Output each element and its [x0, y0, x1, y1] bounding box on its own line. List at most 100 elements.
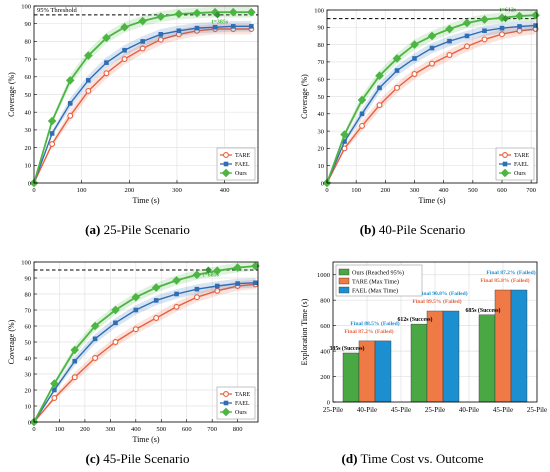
confidence-band-fael	[34, 278, 256, 422]
caption-b: (b) 40-Pile Scenario	[359, 222, 466, 237]
data-point-fael	[482, 28, 487, 34]
y-tick-label: 20	[25, 387, 32, 394]
data-point-tare	[112, 339, 119, 345]
legend-label-ours: Ours (Reached 95%)	[352, 270, 404, 277]
data-point-ours	[111, 305, 120, 315]
y-tick-label: 100	[21, 3, 31, 10]
x-tick-label: 100	[55, 426, 65, 433]
x-tick-label: 700	[526, 187, 536, 194]
y-tick-label: 50	[318, 94, 325, 101]
time-annotation: t=612s	[500, 8, 517, 14]
caption-d: (d) Time Cost vs. Outcome	[341, 451, 484, 466]
legend-marker-tare	[502, 152, 508, 158]
data-point-ours	[47, 116, 57, 126]
bar-label-ours: 685s (Success)	[466, 307, 501, 314]
data-point-fael	[429, 45, 435, 51]
x-tick-label: 200	[80, 426, 90, 433]
y-tick-label: 600	[320, 323, 330, 330]
data-point-fael	[133, 307, 139, 313]
data-point-tare	[157, 36, 164, 43]
x-tick-label: 500	[156, 426, 166, 433]
legend-marker-tare	[223, 391, 229, 397]
data-point-tare	[193, 294, 200, 301]
data-point-tare	[499, 31, 505, 38]
legend-label-tare: TARE (Max Time)	[352, 279, 399, 286]
legend-label-fael: FAEL	[235, 401, 250, 407]
chart-d: Final 88.5% (Failed) Final 87.2% (Failed)…	[275, 250, 550, 445]
data-point-fael	[113, 320, 118, 326]
y-tick-label: 30	[25, 371, 32, 378]
data-point-tare	[51, 395, 58, 401]
data-point-tare	[49, 141, 56, 148]
data-point-fael	[72, 358, 78, 364]
legend-marker-ours	[500, 168, 510, 178]
y-tick-label: 50	[25, 92, 32, 99]
legend-swatch-ours	[338, 268, 350, 276]
data-point-fael	[249, 24, 254, 29]
bar-ours	[478, 314, 496, 403]
data-point-fael	[194, 25, 200, 31]
legend-marker-fael	[502, 161, 508, 167]
y-tick-label: 90	[25, 21, 32, 28]
y-tick-label: 80	[318, 42, 325, 49]
y-axis-label: Exploration Time (s)	[300, 298, 309, 365]
data-point-tare	[359, 122, 365, 129]
data-point-ours	[84, 51, 93, 60]
bar-fael	[510, 289, 528, 403]
y-axis-label: Coverage (%)	[7, 72, 16, 117]
data-point-fael	[533, 23, 538, 28]
y-tick-label: 0	[28, 419, 31, 426]
data-point-tare	[132, 326, 139, 333]
data-point-tare	[153, 315, 160, 321]
data-point-ours	[138, 16, 147, 26]
data-point-fael	[464, 33, 470, 39]
x-tick-label: 700	[207, 426, 217, 433]
data-point-tare	[139, 45, 146, 52]
x-tick-label: 45-Pile	[391, 406, 411, 414]
y-tick-label: 60	[318, 77, 325, 84]
data-point-fael	[342, 139, 347, 144]
data-point-fael	[394, 68, 400, 73]
data-point-fael	[174, 291, 179, 297]
y-tick-label: 90	[318, 25, 325, 32]
bar-ours	[342, 352, 360, 403]
confidence-band-fael	[327, 20, 536, 183]
data-point-fael	[359, 111, 365, 117]
data-point-ours	[233, 263, 242, 272]
x-tick-label: 300	[105, 426, 115, 433]
legend-marker-fael	[223, 161, 229, 167]
data-point-fael	[52, 387, 57, 393]
x-tick-label: 40-Pile	[357, 406, 377, 414]
x-tick-label: 400	[131, 426, 141, 433]
data-point-tare	[92, 355, 99, 361]
legend-label-ours: Ours	[514, 171, 526, 177]
data-point-tare	[121, 56, 128, 63]
data-point-ours	[120, 22, 129, 32]
data-point-ours	[192, 270, 202, 280]
x-tick-label: 0	[32, 187, 35, 194]
legend-marker-tare	[223, 152, 229, 158]
bar-label-ours: 612s (Success)	[398, 316, 433, 323]
threshold-marker	[213, 11, 221, 19]
data-point-fael	[214, 283, 220, 289]
x-tick-label: 25-Pile	[323, 406, 343, 414]
data-point-tare	[71, 374, 78, 381]
y-tick-label: 70	[25, 307, 32, 314]
data-point-ours	[90, 321, 100, 331]
data-point-ours	[102, 33, 111, 43]
y-tick-label: 0	[327, 399, 330, 406]
data-point-ours	[192, 8, 202, 18]
y-tick-label: 40	[25, 110, 32, 117]
threshold-marker	[502, 15, 509, 23]
data-point-ours	[445, 24, 454, 34]
y-tick-label: 100	[21, 259, 31, 266]
caption-c: (c) 45-Pile Scenario	[85, 451, 190, 466]
data-point-fael	[158, 32, 164, 37]
legend-swatch-fael	[338, 286, 350, 294]
threshold-marker	[204, 266, 212, 274]
x-axis-label: Time (s)	[132, 435, 159, 444]
data-point-tare	[411, 71, 418, 77]
y-tick-label: 80	[25, 291, 32, 298]
confidence-band-tare	[34, 23, 252, 184]
y-tick-label: 100	[314, 7, 324, 14]
